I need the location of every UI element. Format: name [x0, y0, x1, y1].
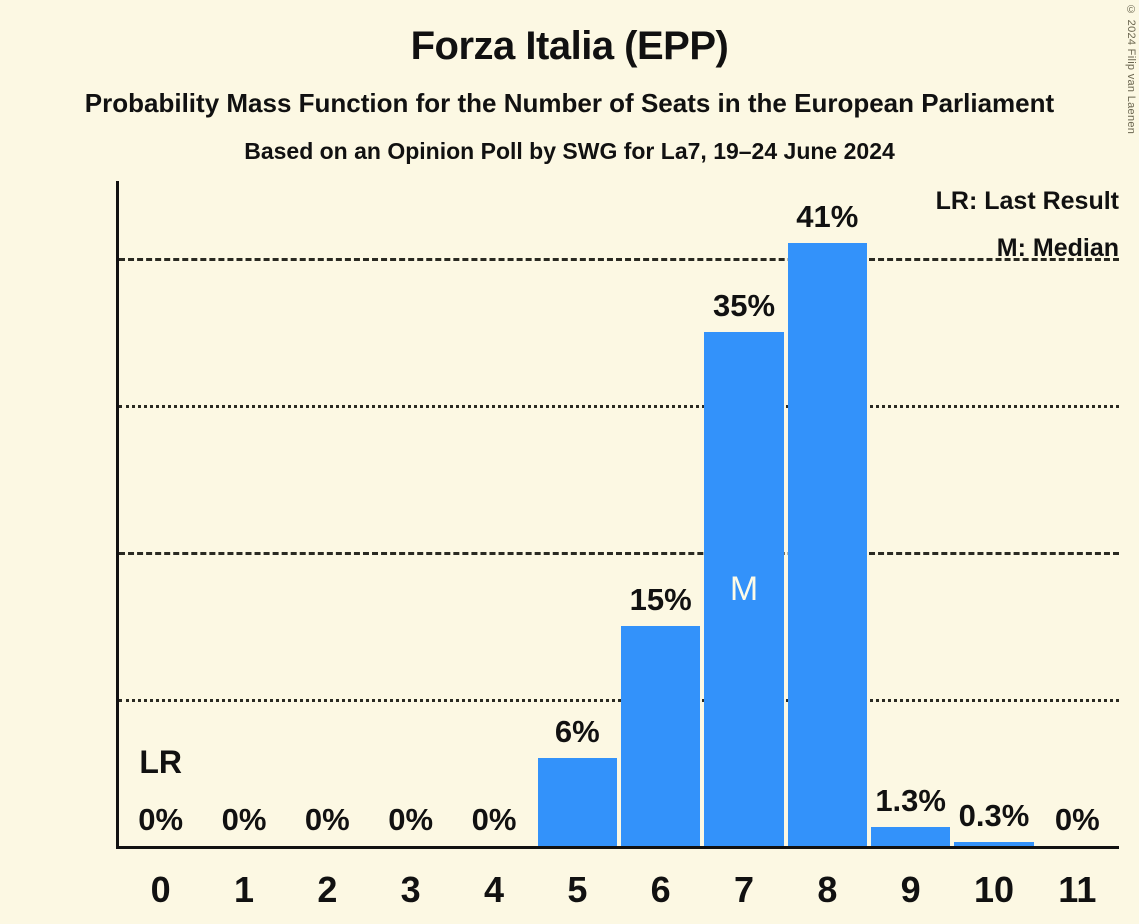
chart-source-note: Based on an Opinion Poll by SWG for La7,…: [244, 138, 895, 164]
page-title: Forza Italia (EPP): [410, 24, 729, 68]
bar-seat-5: [537, 757, 617, 846]
x-axis-tick-5: 5: [567, 869, 588, 910]
bar-seat-9: [871, 826, 951, 846]
bar-value-label-10: 0.3%: [958, 797, 1030, 833]
last-result-marker: LR: [139, 744, 182, 780]
x-axis-tick-3: 3: [400, 869, 421, 910]
bar-seat-8: [787, 243, 867, 846]
bar-value-label-2: 0%: [304, 802, 350, 837]
x-axis-tick-0: 0: [150, 869, 171, 910]
bar-value-label-4: 0%: [471, 802, 517, 837]
bar-value-label-0: 0%: [138, 802, 184, 837]
bar-value-label-6: 15%: [629, 581, 692, 617]
x-axis-tick-2: 2: [317, 869, 338, 910]
x-axis-tick-11: 11: [1058, 869, 1097, 910]
gridline-30: [119, 405, 1119, 408]
bar-value-label-9: 1.3%: [875, 782, 946, 818]
bar-value-label-7: 35%: [712, 287, 776, 323]
gridline-40: [119, 258, 1119, 261]
gridline-20: [119, 552, 1119, 555]
bar-seat-7: [704, 331, 784, 846]
gridline-10: [119, 699, 1119, 702]
x-axis-tick-6: 6: [650, 869, 671, 910]
bar-value-label-11: 0%: [1054, 802, 1100, 837]
x-axis-tick-9: 9: [900, 869, 921, 910]
x-axis-tick-4: 4: [483, 869, 505, 910]
median-marker: M: [729, 570, 759, 608]
bar-value-label-3: 0%: [388, 802, 434, 837]
x-axis-tick-7: 7: [733, 869, 755, 910]
y-axis-line: [116, 181, 119, 846]
x-axis-tick-8: 8: [817, 869, 838, 910]
bar-value-label-5: 6%: [554, 713, 600, 749]
x-axis-line: [116, 846, 1119, 849]
bar-seat-10: [954, 841, 1034, 846]
x-axis-tick-1: 1: [233, 869, 255, 910]
plot-area: [116, 181, 1119, 849]
bar-value-label-1: 0%: [221, 802, 267, 837]
legend-last-result: LR: Last Result: [935, 187, 1119, 215]
bar-seat-6: [621, 625, 701, 846]
legend-median: M: Median: [996, 234, 1119, 262]
bar-value-label-8: 41%: [796, 199, 859, 235]
copyright-notice: © 2024 Filip van Laenen: [1125, 4, 1137, 135]
x-axis-tick-10: 10: [973, 869, 1015, 910]
chart-subtitle: Probability Mass Function for the Number…: [84, 88, 1055, 118]
